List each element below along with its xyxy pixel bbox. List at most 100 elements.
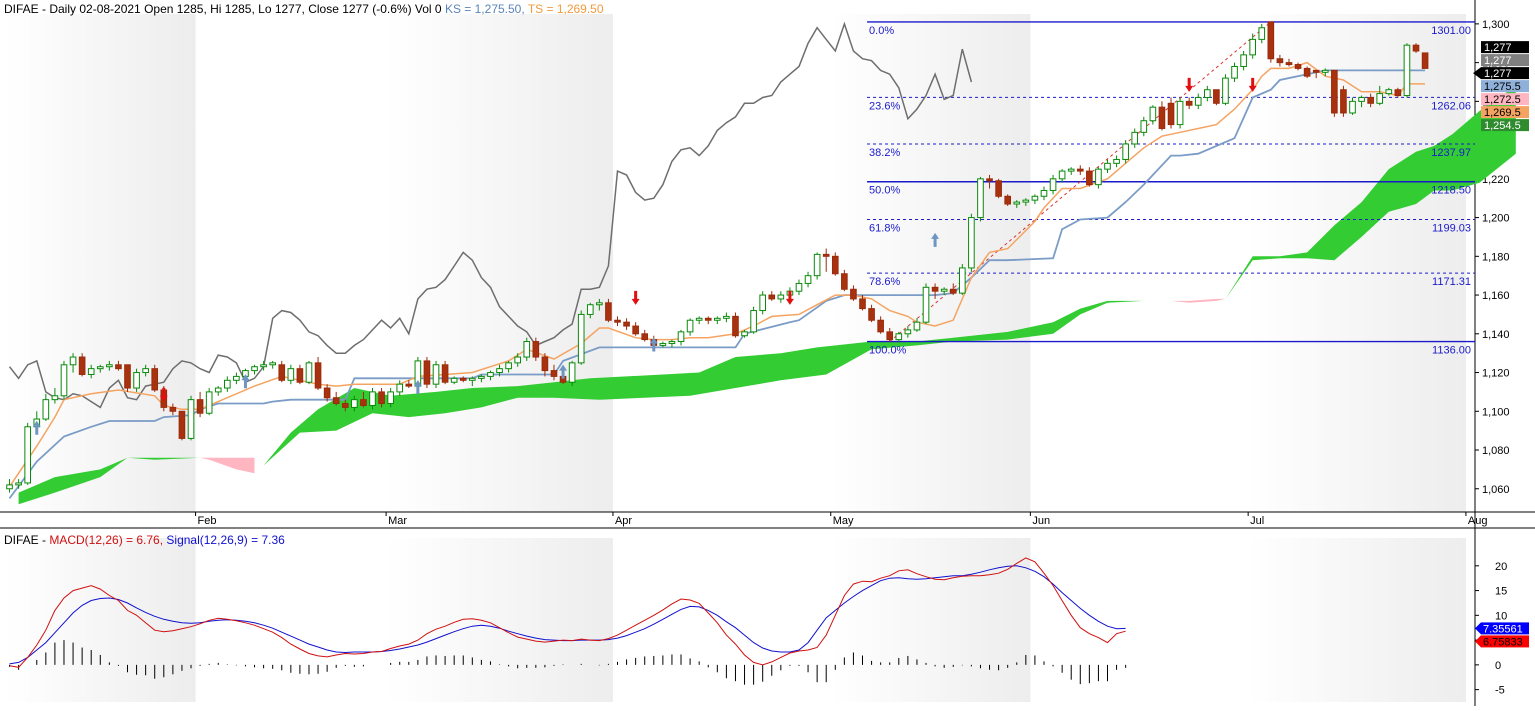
buy-arrow-icon bbox=[649, 337, 658, 352]
candle-body bbox=[296, 368, 304, 383]
signal-value-label: Signal(12,26,9) = 7.36 bbox=[166, 533, 285, 547]
candle-body bbox=[1158, 106, 1166, 129]
kijun-sen-line bbox=[8, 69, 1426, 499]
sell-arrow-icon bbox=[1248, 77, 1257, 92]
month-shade bbox=[386, 538, 613, 702]
candle-body bbox=[1113, 158, 1120, 164]
candle-body bbox=[1412, 44, 1420, 52]
candle-body bbox=[1013, 201, 1021, 205]
candle-body bbox=[986, 178, 993, 182]
candle-body bbox=[332, 397, 340, 405]
kijun-sen-label: KS = 1,275.50, bbox=[444, 2, 525, 16]
candle-body bbox=[423, 360, 431, 385]
macd-symbol: DIFAE - bbox=[4, 533, 50, 547]
candle-body bbox=[1321, 69, 1329, 73]
candle-body bbox=[133, 372, 140, 389]
candle-body bbox=[1167, 102, 1175, 126]
candle-body bbox=[378, 391, 385, 405]
candle-body bbox=[614, 319, 621, 323]
y-tick-label: 1,160 bbox=[1482, 290, 1510, 302]
candle-body bbox=[60, 364, 68, 397]
candle-body bbox=[1067, 168, 1075, 172]
candle-body bbox=[959, 267, 966, 294]
candle-body bbox=[1104, 162, 1111, 170]
fib-level-value: 1237.97 bbox=[1431, 147, 1471, 159]
candle-body bbox=[1376, 93, 1384, 104]
macd-title: DIFAE - MACD(12,26) = 6.76, Signal(12,26… bbox=[4, 533, 285, 547]
price-tag-label: 1,277 bbox=[1484, 68, 1512, 80]
candle-body bbox=[1204, 89, 1211, 98]
fib-level-pct: 50.0% bbox=[869, 185, 900, 197]
candle-body bbox=[541, 356, 549, 372]
candle-body bbox=[1312, 69, 1320, 73]
candle-body bbox=[1403, 44, 1411, 97]
candle-body bbox=[1385, 89, 1393, 95]
price-tag-label: 1,277 bbox=[1484, 55, 1512, 67]
candle-body bbox=[1285, 62, 1293, 66]
candle-body bbox=[269, 362, 276, 366]
candle-body bbox=[1394, 89, 1402, 97]
candle-body bbox=[51, 395, 59, 401]
buy-arrow-icon bbox=[241, 374, 250, 389]
candle-body bbox=[496, 368, 503, 374]
candle-body bbox=[305, 362, 313, 383]
macd-value-label: MACD(12,26) = 6.76, bbox=[49, 533, 164, 547]
candle-body bbox=[623, 321, 630, 327]
candle-body bbox=[804, 275, 812, 284]
candle-body bbox=[1076, 168, 1084, 172]
candle-body bbox=[632, 325, 639, 335]
candle-body bbox=[968, 217, 975, 269]
chart-title: DIFAE - Daily 02-08-2021 Open 1285, Hi 1… bbox=[4, 2, 604, 16]
price-tag bbox=[1481, 119, 1529, 132]
candle-body bbox=[1140, 120, 1148, 133]
candle-body bbox=[1086, 170, 1093, 186]
ichimoku-cloud bbox=[1171, 298, 1226, 303]
candle-body bbox=[1022, 199, 1030, 203]
macd-line bbox=[9, 557, 1126, 668]
tenkan-sen-line bbox=[8, 61, 1426, 488]
candle-body bbox=[42, 399, 50, 420]
candle-body bbox=[1240, 54, 1247, 67]
candle-body bbox=[151, 368, 159, 391]
y-tick-label: 1,120 bbox=[1482, 368, 1510, 380]
x-tick-label: Apr bbox=[615, 515, 632, 527]
macd-price-tag bbox=[1481, 622, 1529, 635]
buy-arrow-icon bbox=[559, 364, 568, 379]
candle-body bbox=[1231, 65, 1238, 79]
candle-body bbox=[904, 329, 912, 335]
sell-arrow-icon bbox=[785, 290, 794, 305]
candle-body bbox=[750, 310, 757, 333]
fib-level-pct: 100.0% bbox=[869, 345, 907, 357]
price-tag bbox=[1481, 106, 1529, 119]
price-tag bbox=[1481, 54, 1529, 67]
candle-body bbox=[768, 294, 776, 300]
price-tag-label: 1,254.5 bbox=[1484, 120, 1521, 132]
y-tick-label: 1,060 bbox=[1482, 484, 1510, 496]
y-tick-label: 1,140 bbox=[1482, 329, 1510, 341]
candle-body bbox=[1185, 100, 1193, 106]
price-tag-label: 1,275.5 bbox=[1484, 81, 1521, 93]
fib-level-value: 1199.03 bbox=[1432, 222, 1471, 234]
fib-level-pct: 78.6% bbox=[869, 276, 900, 288]
candle-body bbox=[178, 410, 186, 439]
candle-body bbox=[568, 362, 576, 383]
buy-arrow-icon bbox=[413, 380, 422, 395]
candle-body bbox=[396, 383, 404, 393]
candle-body bbox=[78, 356, 86, 375]
ichimoku-cloud bbox=[200, 457, 255, 474]
fib-level-value: 1136.00 bbox=[1432, 345, 1471, 357]
price-pointer-icon bbox=[1473, 67, 1481, 80]
price-tag-label: 1,272.5 bbox=[1484, 94, 1521, 106]
candle-body bbox=[977, 178, 984, 219]
candle-body bbox=[822, 253, 830, 257]
candle-body bbox=[1331, 69, 1338, 114]
candle-body bbox=[859, 298, 866, 310]
candle-body bbox=[777, 294, 785, 300]
month-shade bbox=[386, 14, 613, 512]
candle-body bbox=[278, 364, 286, 381]
x-tick-label: Feb bbox=[198, 515, 217, 527]
candle-body bbox=[360, 399, 367, 406]
candle-body bbox=[169, 406, 177, 412]
candle-body bbox=[1294, 64, 1302, 69]
